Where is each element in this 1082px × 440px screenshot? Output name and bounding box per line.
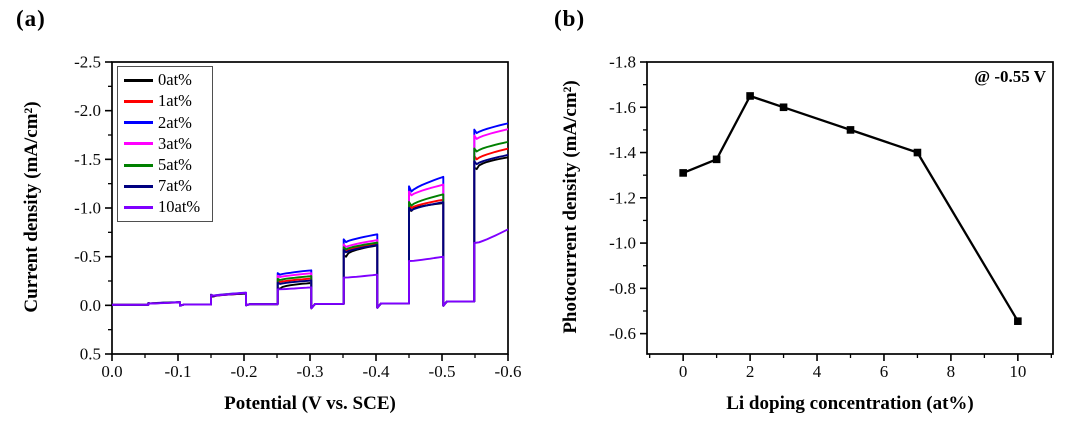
- legend-item-label: 7at%: [158, 176, 192, 196]
- svg-text:-1.0: -1.0: [74, 199, 101, 218]
- data-point-marker: [712, 155, 721, 164]
- svg-text:-0.5: -0.5: [74, 247, 101, 266]
- legend-item: 1at%: [124, 92, 210, 112]
- svg-text:2: 2: [746, 362, 755, 381]
- panel-a-y-axis-title: Current density (mA/cm²): [21, 101, 42, 313]
- svg-text:-0.5: -0.5: [429, 362, 456, 381]
- panel-b-axes: 0 2 4 6 8 10 -1.8 -1.6 -1.4 -1.2 -1.0 -0.8 -0.6: [609, 53, 1054, 381]
- svg-text:-1.6: -1.6: [609, 98, 636, 117]
- svg-text:-0.1: -0.1: [165, 362, 192, 381]
- data-point-marker: [846, 126, 855, 134]
- legend-item: 3at%: [124, 134, 210, 154]
- legend-line-swatch: [124, 121, 153, 125]
- panel-b-series: [679, 92, 1022, 325]
- legend-item-label: 2at%: [158, 112, 192, 132]
- bias-annotation: @ -0.55 V: [974, 67, 1046, 86]
- legend-item: 5at%: [124, 155, 210, 175]
- svg-text:-0.3: -0.3: [297, 362, 324, 381]
- svg-text:10: 10: [1009, 362, 1026, 381]
- legend-line-swatch: [124, 184, 153, 188]
- legend-item: 10at%: [124, 197, 210, 217]
- panel-a-series: [112, 122, 509, 310]
- panel-a-axes: 0.0 -0.1 -0.2 -0.3 -0.4 -0.5 -0.6 -2.5 -2.0 -1.5 -…: [74, 53, 521, 382]
- data-point-marker: [746, 92, 754, 100]
- data-point-marker: [679, 169, 687, 177]
- svg-text:6: 6: [880, 362, 889, 381]
- svg-text:-2.0: -2.0: [74, 101, 101, 120]
- svg-text:-1.0: -1.0: [609, 234, 636, 253]
- svg-text:-0.4: -0.4: [363, 362, 390, 381]
- svg-text:-0.8: -0.8: [609, 279, 636, 298]
- panel-b-label: (b): [554, 6, 586, 31]
- svg-text:-1.4: -1.4: [609, 143, 636, 162]
- svg-text:0.0: 0.0: [101, 362, 122, 381]
- svg-text:0: 0: [679, 362, 688, 381]
- legend-item-label: 1at%: [158, 91, 192, 111]
- panel-a-x-axis-title: Potential (V vs. SCE): [224, 393, 396, 414]
- legend-item: 2at%: [124, 113, 210, 133]
- svg-text:-1.8: -1.8: [609, 53, 636, 72]
- data-point-marker: [779, 103, 788, 112]
- legend-line-swatch: [124, 163, 153, 167]
- svg-text:-0.2: -0.2: [231, 362, 258, 381]
- data-point-marker: [913, 148, 922, 157]
- svg-text:0.0: 0.0: [80, 296, 101, 315]
- legend-item: 7at%: [124, 176, 210, 196]
- svg-text:-0.6: -0.6: [609, 324, 636, 343]
- legend-line-swatch: [124, 205, 153, 209]
- svg-text:-1.5: -1.5: [74, 150, 101, 169]
- curve-10at%: [112, 228, 509, 310]
- svg-text:8: 8: [947, 362, 956, 381]
- svg-text:4: 4: [813, 362, 822, 381]
- panel-a-legend: 0at% 1at% 2at% 3at% 5at% 7at% 10at%: [117, 66, 213, 222]
- svg-text:-2.5: -2.5: [74, 53, 101, 72]
- legend-line-swatch: [124, 100, 153, 104]
- panel-b-x-axis-title: Li doping concentration (at%): [726, 393, 974, 414]
- panel-a-label: (a): [16, 6, 46, 31]
- legend-line-swatch: [124, 79, 153, 83]
- legend-item-label: 10at%: [158, 197, 201, 217]
- legend-item-label: 0at%: [158, 70, 192, 90]
- legend-line-swatch: [124, 142, 153, 146]
- legend-item-label: 3at%: [158, 133, 192, 153]
- legend-item-label: 5at%: [158, 154, 192, 174]
- svg-text:-1.2: -1.2: [609, 188, 636, 207]
- legend-item: 0at%: [124, 71, 210, 91]
- data-point-marker: [1014, 317, 1022, 325]
- svg-text:0.5: 0.5: [80, 345, 101, 364]
- svg-text:-0.6: -0.6: [495, 362, 522, 381]
- panel-b-y-axis-title: Photocurrent density (mA/cm²): [560, 80, 581, 334]
